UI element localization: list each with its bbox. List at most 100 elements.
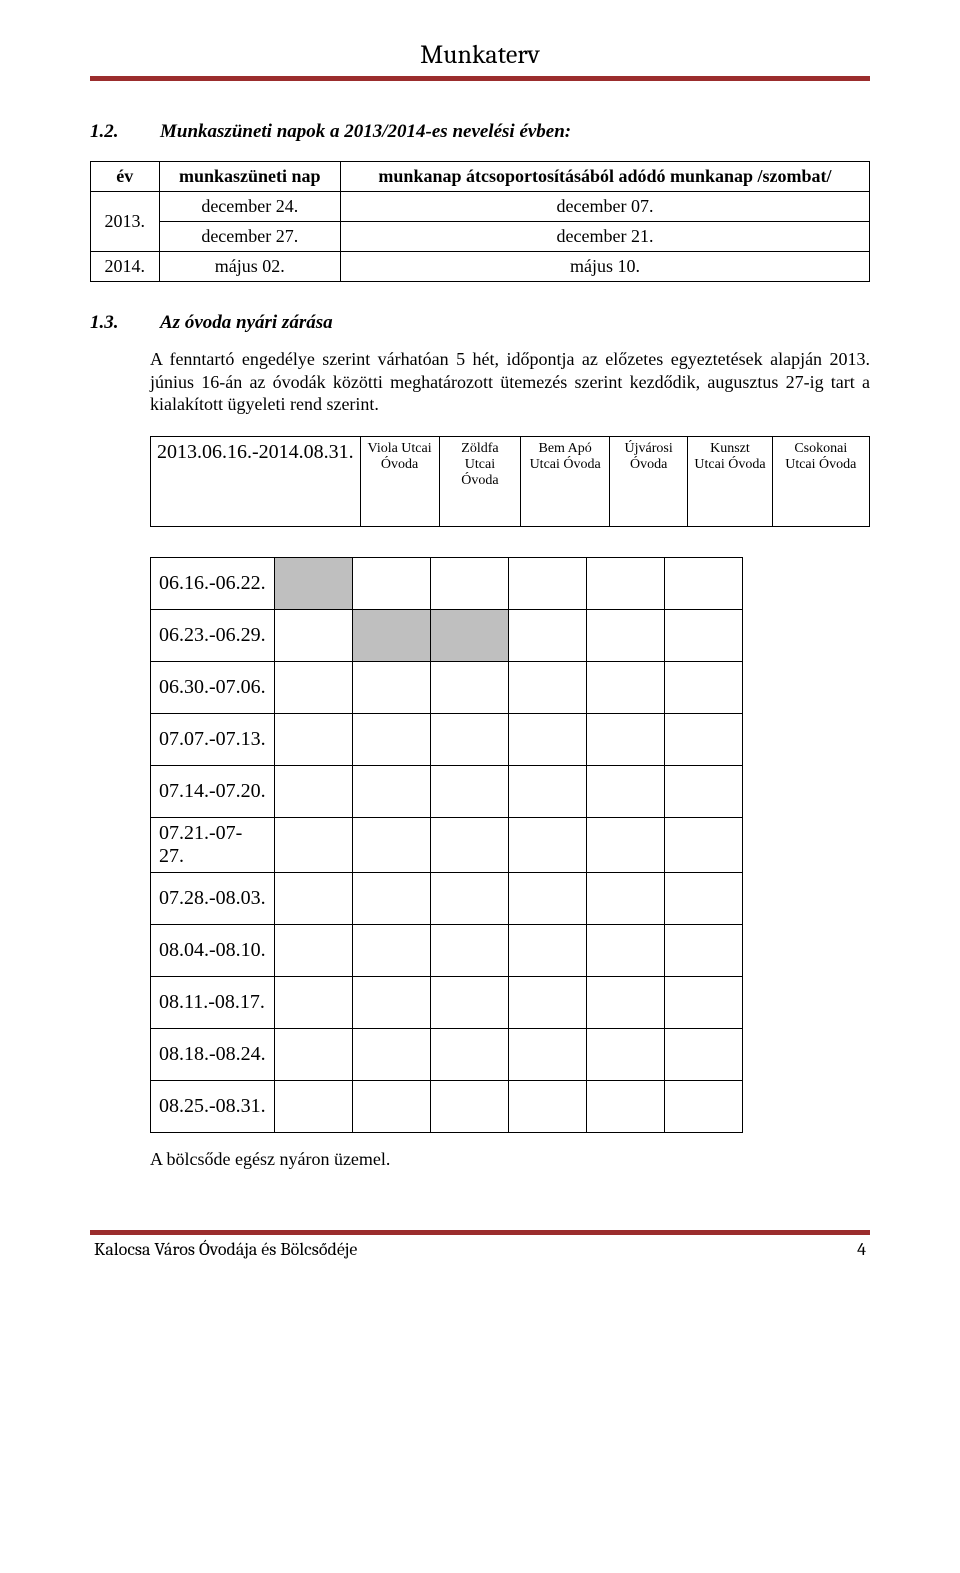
schedule-cell — [352, 609, 430, 661]
table-row: 08.18.-08.24. — [151, 1028, 743, 1080]
cell: május 10. — [340, 252, 869, 282]
schedule-cell — [430, 557, 508, 609]
schedule-cell — [508, 976, 586, 1028]
date-cell: 07.21.-07-27. — [151, 817, 275, 872]
schedule-cell — [352, 872, 430, 924]
closing-text: A bölcsőde egész nyáron üzemel. — [150, 1149, 870, 1170]
col-header: Újvárosi Óvoda — [609, 436, 687, 526]
paragraph-text: A fenntartó engedélye szerint várhatóan … — [150, 348, 870, 416]
schedule-cell — [664, 817, 742, 872]
section-1-2-heading: 1.2. Munkaszüneti napok a 2013/2014-es n… — [90, 121, 870, 143]
schedule-cell — [508, 817, 586, 872]
schedule-cell — [274, 976, 352, 1028]
schedule-cell — [274, 1028, 352, 1080]
col-year: év — [91, 162, 160, 192]
section-title: Munkaszüneti napok a 2013/2014-es nevelé… — [160, 121, 571, 143]
footer-left: Kalocsa Város Óvodája és Bölcsődéje — [94, 1239, 357, 1260]
schedule-cell — [586, 609, 664, 661]
date-cell: 07.28.-08.03. — [151, 872, 275, 924]
table-row: 06.16.-06.22. — [151, 557, 743, 609]
schedule-cell — [664, 661, 742, 713]
col-header: Zöldfa Utcai Óvoda — [439, 436, 521, 526]
schedule-cell — [430, 609, 508, 661]
schedule-cell — [508, 661, 586, 713]
date-cell: 07.07.-07.13. — [151, 713, 275, 765]
schedule-table: 06.16.-06.22.06.23.-06.29.06.30.-07.06.0… — [150, 557, 743, 1133]
date-cell: 08.25.-08.31. — [151, 1080, 275, 1132]
table-row: december 27. december 21. — [91, 222, 870, 252]
header-divider — [90, 76, 870, 81]
cell: május 02. — [159, 252, 340, 282]
schedule-cell — [352, 661, 430, 713]
document-header-title: Munkaterv — [90, 40, 870, 76]
date-cell: 06.16.-06.22. — [151, 557, 275, 609]
schedule-cell — [352, 557, 430, 609]
table-row: 2013. december 24. december 07. — [91, 192, 870, 222]
date-cell: 08.18.-08.24. — [151, 1028, 275, 1080]
schedule-cell — [508, 924, 586, 976]
schedule-cell — [430, 976, 508, 1028]
schedule-cell — [430, 765, 508, 817]
schedule-cell — [664, 765, 742, 817]
schedule-cell — [274, 924, 352, 976]
table-row: 06.23.-06.29. — [151, 609, 743, 661]
schedule-cell — [430, 924, 508, 976]
schedule-cell — [430, 661, 508, 713]
cell-year: 2014. — [91, 252, 160, 282]
table-row: 07.14.-07.20. — [151, 765, 743, 817]
schedule-cell — [430, 1080, 508, 1132]
schedule-cell — [352, 1028, 430, 1080]
table-row: 2013.06.16.-2014.08.31. Viola Utcai Óvod… — [151, 436, 870, 526]
col-header: Viola Utcai Óvoda — [360, 436, 439, 526]
holiday-table: év munkaszüneti nap munkanap átcsoportos… — [90, 161, 870, 282]
schedule-cell — [508, 872, 586, 924]
footer-divider — [90, 1230, 870, 1235]
schedule-cell — [274, 817, 352, 872]
schedule-cell — [586, 713, 664, 765]
schedule-cell — [352, 1080, 430, 1132]
page-footer: Kalocsa Város Óvodája és Bölcsődéje 4 — [90, 1239, 870, 1290]
schedule-cell — [352, 713, 430, 765]
schedule-cell — [586, 661, 664, 713]
schedule-cell — [586, 872, 664, 924]
schedule-cell — [586, 1028, 664, 1080]
schedule-cell — [586, 557, 664, 609]
schedule-cell — [664, 924, 742, 976]
schedule-cell — [430, 817, 508, 872]
schedule-cell — [430, 872, 508, 924]
schedule-cell — [508, 713, 586, 765]
schedule-cell — [508, 557, 586, 609]
schedule-cell — [664, 1080, 742, 1132]
schedule-cell — [508, 765, 586, 817]
table-row: 08.04.-08.10. — [151, 924, 743, 976]
schedule-cell — [508, 609, 586, 661]
schedule-cell — [274, 557, 352, 609]
cell: december 21. — [340, 222, 869, 252]
schedule-cell — [274, 609, 352, 661]
schedule-cell — [508, 1028, 586, 1080]
table-header-row: év munkaszüneti nap munkanap átcsoportos… — [91, 162, 870, 192]
table-row: 06.30.-07.06. — [151, 661, 743, 713]
schedule-cell — [274, 713, 352, 765]
schedule-cell — [352, 976, 430, 1028]
cell-year: 2013. — [91, 192, 160, 252]
cell: december 24. — [159, 192, 340, 222]
schedule-cell — [352, 924, 430, 976]
schedule-cell — [274, 765, 352, 817]
schedule-cell — [430, 1028, 508, 1080]
section-number: 1.3. — [90, 312, 160, 334]
schedule-cell — [664, 609, 742, 661]
schedule-cell — [352, 765, 430, 817]
schedule-cell — [586, 976, 664, 1028]
section-number: 1.2. — [90, 121, 160, 143]
cell: december 07. — [340, 192, 869, 222]
table-row: 08.11.-08.17. — [151, 976, 743, 1028]
date-cell: 06.30.-07.06. — [151, 661, 275, 713]
table-row: 07.07.-07.13. — [151, 713, 743, 765]
schedule-cell — [586, 817, 664, 872]
schedule-cell — [430, 713, 508, 765]
schedule-cell — [664, 976, 742, 1028]
cell: december 27. — [159, 222, 340, 252]
schedule-cell — [664, 872, 742, 924]
section-title: Az óvoda nyári zárása — [160, 312, 333, 334]
